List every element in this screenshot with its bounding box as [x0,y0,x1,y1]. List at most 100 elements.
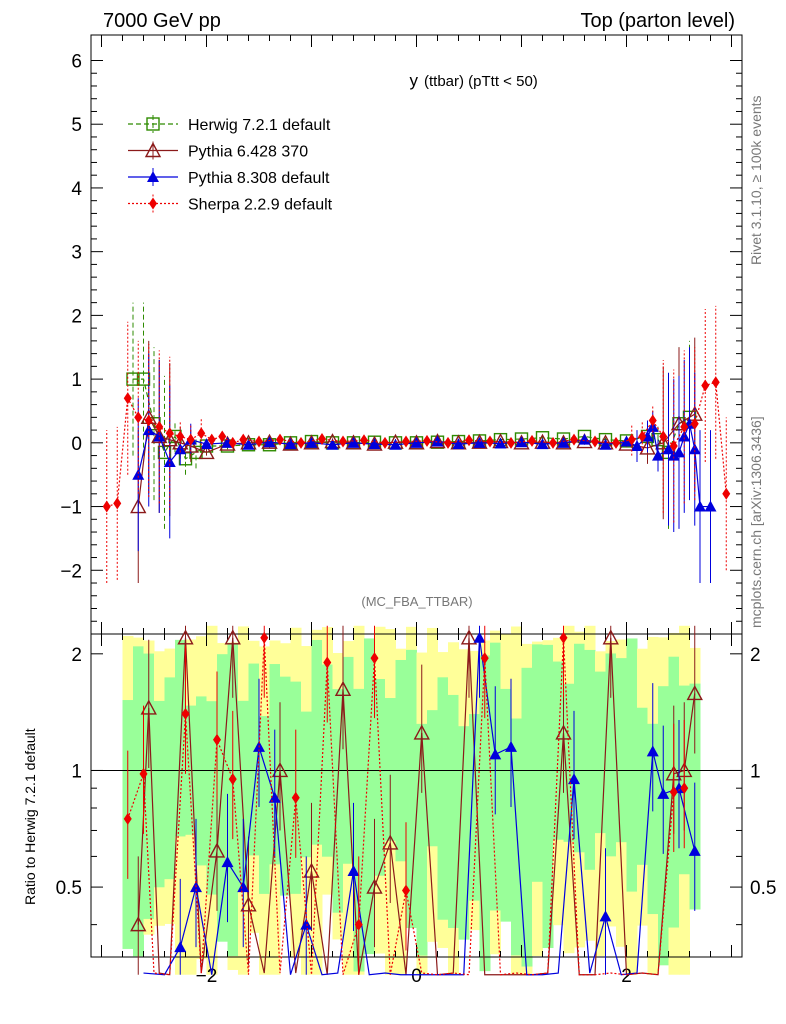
data-point [261,433,278,449]
data-point [486,435,494,448]
green-band-bin [626,638,638,892]
x-tick-label: 0 [411,966,422,987]
ratio-point [657,787,670,799]
data-point [578,433,591,445]
green-band-bin [143,653,155,919]
data-point [126,372,140,386]
data-point [123,392,132,405]
mcplots-label: mcplots.cern.ch [arXiv:1306.3436] [748,416,764,628]
ratio-y-tick-label-right: 2 [750,645,761,666]
y-tick-label: 2 [71,306,82,327]
green-band-bin [259,716,270,894]
data-point [528,434,536,447]
ratio-y-tick-label-right: 0.5 [750,878,776,899]
ratio-point [505,740,517,752]
green-band-bin [206,701,218,895]
ratio-point [559,631,568,644]
green-band-bin [532,644,543,882]
data-point [242,438,255,450]
data-point [673,446,685,458]
data-point [473,436,486,448]
ratio-point [347,865,360,877]
ratio-point [323,656,332,669]
y-tick-label: 4 [71,179,82,200]
ratio-point [413,724,430,740]
header-left: 7000 GeV pp [103,10,221,32]
data-point [688,443,701,455]
data-point [144,414,153,427]
ratio-point [224,629,241,645]
ratio-point [303,862,320,878]
green-band-bin [322,664,333,857]
data-point [136,372,151,386]
data-point [239,433,248,446]
analysis-watermark: (MC_FBA_TTBAR) [361,594,472,609]
y-tick-label: −2 [60,561,82,582]
data-point [536,438,549,450]
data-point [591,435,599,448]
data-point [507,436,515,449]
data-point [134,411,143,424]
y-tick-label: −1 [60,498,82,519]
data-point [667,449,680,461]
data-point [297,436,305,449]
data-point [631,440,643,452]
ratio-point [240,896,257,912]
data-point [627,433,636,446]
data-point [678,430,691,442]
ratio-point [177,629,194,645]
ratio-point [300,918,313,930]
rivet-label: Rivet 3.1.10, ≥ 100k events [748,95,764,265]
green-band-bin [500,688,512,922]
data-point [318,433,326,446]
ratio-uncertainty-bands [122,625,701,975]
ratio-point [123,812,132,825]
series-line [137,413,696,507]
data-point [711,376,720,389]
data-point [207,433,216,446]
data-point [347,436,360,448]
plot-title-sub: (ttbar) (pTtt < 50) [424,73,538,90]
data-point [165,427,174,440]
data-point [639,439,656,455]
ratio-point [260,631,269,644]
green-band-bin [437,677,449,920]
y-tick-label: 3 [71,243,82,264]
green-band-bin [164,677,176,880]
green-band-bin [605,653,617,857]
ratio-point [291,791,300,804]
ratio-point [686,685,703,701]
ratio-point [555,724,572,740]
axes: −2 0 2 −2 −1 0 1 2 3 4 5 6 0.5 0.5 1 1 2 2 [56,34,776,987]
data-point [113,497,122,510]
green-band-bin [248,663,260,856]
data-point [722,487,731,500]
green-band-bin [448,694,459,928]
ratio-point [174,941,187,953]
ratio-point [646,745,659,757]
green-band-bin [217,654,228,942]
green-band-bin [133,646,144,957]
ratio-point [334,680,352,696]
ratio-point [602,629,619,645]
ratio-point [473,631,486,643]
header-right: Top (parton level) [580,10,735,32]
green-band-bin [374,678,386,876]
data-point [326,438,339,450]
green-band-bin [553,661,564,840]
green-band-bin [521,667,533,967]
green-band-bin [427,710,438,847]
ratio-point [140,699,157,715]
ratio-y-tick-label-right: 1 [750,761,761,782]
legend-marker [146,117,160,131]
data-point [276,433,284,446]
data-point [155,420,164,433]
ratio-point [208,842,226,858]
data-point [549,436,557,449]
data-point [360,434,368,447]
data-point [652,449,664,461]
ratio-point [568,773,580,785]
series-line [106,381,727,508]
data-point [444,436,452,449]
